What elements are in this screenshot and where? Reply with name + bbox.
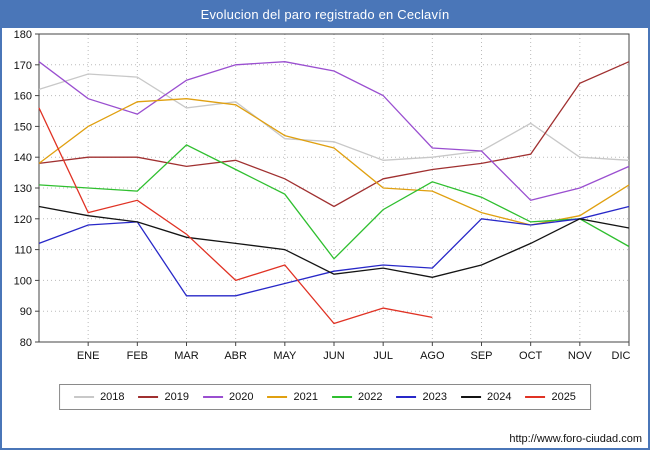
svg-text:OCT: OCT (519, 350, 543, 362)
legend-item-2022: 2022 (332, 391, 382, 403)
svg-text:110: 110 (14, 245, 32, 257)
svg-text:DIC: DIC (612, 350, 631, 362)
svg-text:180: 180 (14, 29, 32, 41)
legend-label-2022: 2022 (358, 391, 383, 403)
footer-url[interactable]: http://www.foro-ciudad.com (509, 433, 642, 445)
legend-item-2025: 2025 (525, 391, 576, 403)
legend-item-2018: 2018 (74, 391, 125, 403)
svg-text:150: 150 (14, 121, 32, 133)
svg-text:AGO: AGO (420, 350, 445, 362)
legend-item-2021: 2021 (267, 391, 318, 403)
svg-text:170: 170 (14, 60, 32, 72)
svg-text:ENE: ENE (77, 350, 100, 362)
legend-swatch-2022 (332, 396, 352, 398)
legend-item-2019: 2019 (138, 391, 190, 403)
legend-item-2024: 2024 (460, 391, 512, 403)
svg-text:SEP: SEP (470, 350, 492, 362)
chart-title: Evolucion del paro registrado en Ceclaví… (2, 2, 648, 28)
svg-text:JUL: JUL (373, 350, 393, 362)
legend-label-2021: 2021 (293, 391, 318, 403)
series-line-2020 (38, 61, 630, 202)
legend-swatch-2021 (267, 396, 288, 398)
svg-text:MAR: MAR (174, 350, 199, 362)
legend-label-2019: 2019 (164, 391, 190, 403)
legend-item-2020: 2020 (203, 391, 254, 403)
svg-text:FEB: FEB (127, 350, 148, 362)
svg-text:140: 140 (14, 152, 32, 164)
legend-label-2020: 2020 (229, 391, 254, 403)
legend-label-2023: 2023 (422, 391, 447, 403)
series-line-2024 (38, 205, 630, 278)
svg-text:MAY: MAY (273, 350, 297, 362)
series-line-2018 (38, 73, 630, 161)
legend-swatch-2023 (396, 396, 417, 398)
legend-swatch-2020 (203, 396, 224, 398)
legend-swatch-2018 (74, 396, 95, 398)
line-chart: 80 90 100 110 120 130 140 150 160 170 180 ENE FEB MAR… (14, 29, 631, 362)
svg-text:NOV: NOV (568, 350, 593, 362)
legend-swatch-2024 (460, 396, 481, 398)
svg-text:80: 80 (20, 337, 32, 349)
svg-text:ABR: ABR (224, 350, 247, 362)
legend-label-2024: 2024 (486, 391, 512, 403)
legend-swatch-2019 (138, 396, 159, 398)
svg-text:90: 90 (20, 306, 32, 318)
series-line-2022 (38, 144, 630, 260)
series-line-2025 (38, 107, 433, 325)
legend: 2018 2019 2020 2021 2022 2023 2024 2025 (59, 384, 591, 410)
legend-label-2018: 2018 (100, 391, 125, 403)
svg-text:100: 100 (14, 275, 32, 287)
svg-text:160: 160 (14, 91, 32, 103)
series-line-2019 (38, 61, 630, 208)
legend-label-2025: 2025 (551, 391, 576, 403)
svg-text:JUN: JUN (323, 350, 344, 362)
svg-text:120: 120 (14, 214, 32, 226)
svg-text:130: 130 (14, 183, 32, 195)
legend-item-2023: 2023 (396, 391, 447, 403)
legend-swatch-2025 (525, 396, 546, 398)
